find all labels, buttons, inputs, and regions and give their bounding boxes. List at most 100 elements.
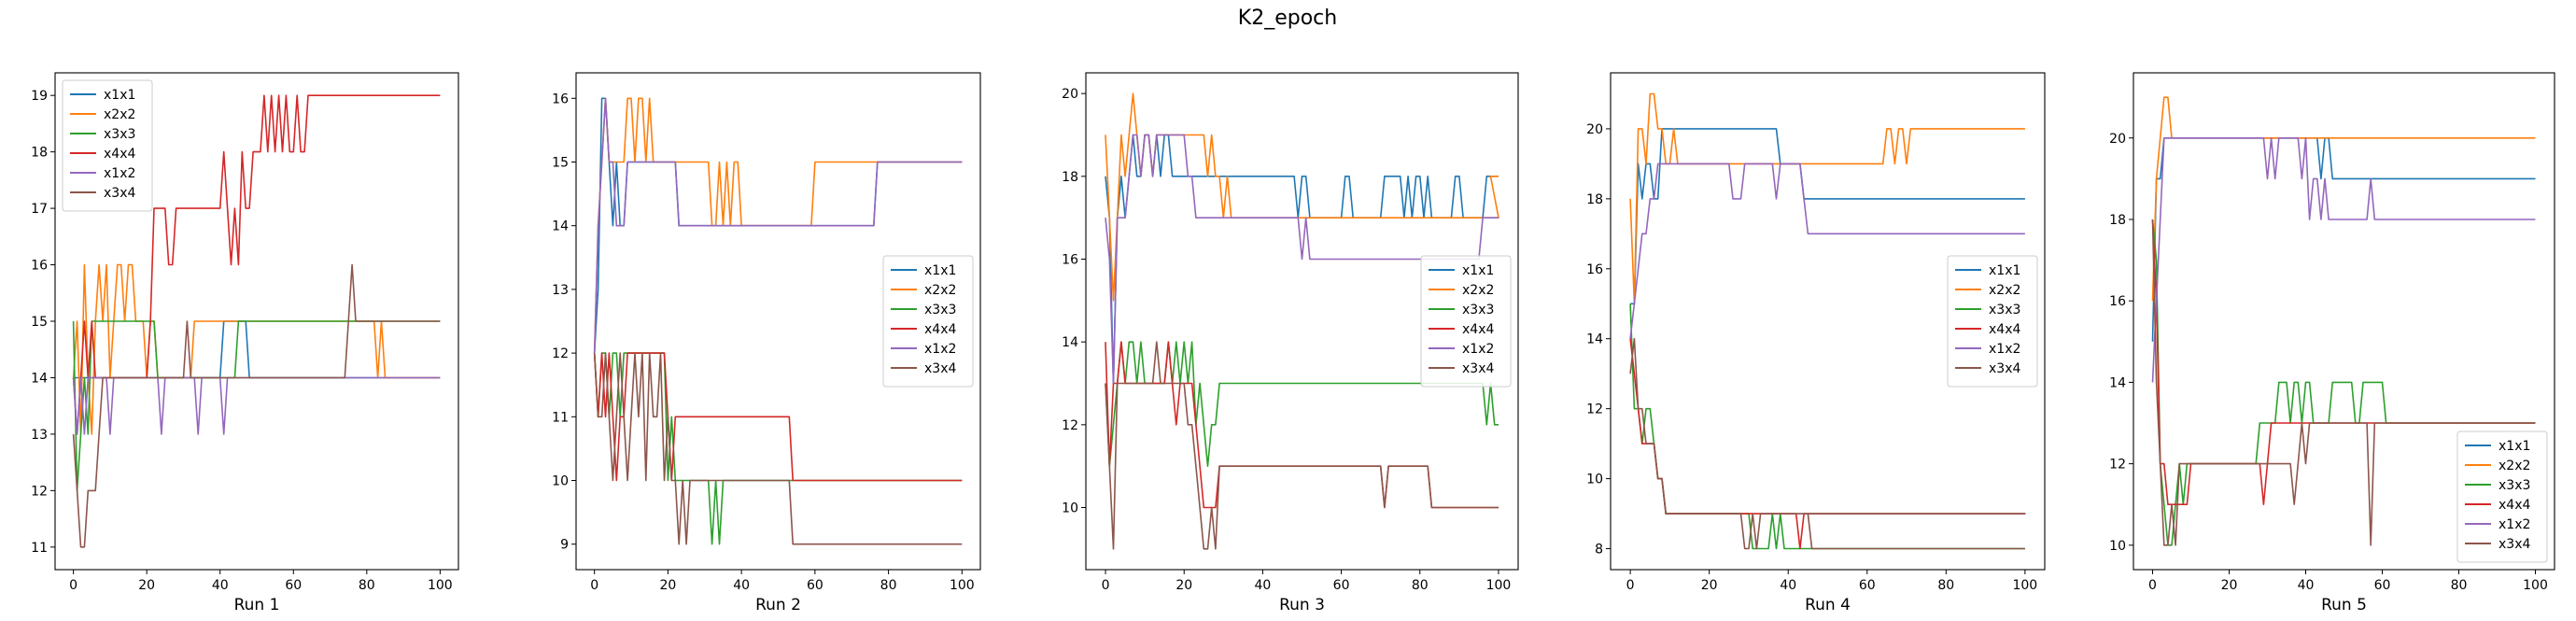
x-axis-label: Run 2 — [755, 596, 801, 614]
series-line-x3x3 — [2151, 219, 2536, 546]
series-line-x3x4 — [1629, 337, 2026, 550]
y-tick-label: 16 — [2109, 294, 2126, 309]
y-tick-label: 12 — [552, 346, 569, 361]
chart-panel-4: 0 20 40 60 80 100 8 10 12 14 16 18 20 Run 4 x1x1 x2x2 x3… — [1586, 72, 2046, 614]
legend-label-x4x4: x4x4 — [104, 147, 135, 162]
series-line-x1x2 — [593, 97, 963, 354]
chart-panel-3: 0 20 40 60 80 100 10 12 14 16 18 20 Run 3 x1x1 x2x2 x3x… — [1062, 72, 1519, 614]
legend-label-x3x4: x3x4 — [104, 186, 135, 201]
legend-label-x1x2: x1x2 — [1462, 342, 1494, 357]
x-tick-label: 40 — [2298, 578, 2315, 593]
y-tick-label: 19 — [31, 89, 48, 104]
legend-label-x3x4: x3x4 — [1462, 361, 1494, 376]
y-tick-label: 18 — [1062, 170, 1078, 185]
x-tick-label: 20 — [659, 578, 676, 593]
legend-label-x1x1: x1x1 — [2499, 439, 2530, 454]
y-tick-label: 9 — [560, 538, 569, 553]
x-tick-label: 80 — [1937, 578, 1954, 593]
legend-label-x3x3: x3x3 — [1462, 303, 1494, 318]
y-tick-label: 15 — [31, 315, 48, 330]
y-tick-label: 18 — [1586, 192, 1603, 207]
x-tick-label: 40 — [733, 578, 750, 593]
y-tick-label: 12 — [2109, 458, 2126, 473]
series-line-x1x2 — [2151, 137, 2536, 383]
x-tick-label: 40 — [1254, 578, 1271, 593]
series-line-x3x4 — [593, 352, 963, 545]
y-tick-label: 10 — [2109, 539, 2126, 554]
y-tick-label: 10 — [1062, 501, 1078, 516]
legend-label-x2x2: x2x2 — [2499, 459, 2530, 473]
y-tick-label: 11 — [552, 410, 569, 425]
chart-panel-2: 0 20 40 60 80 100 9 10 11 12 13 14 15 16 Run 2 x1x1 x2x2… — [552, 72, 981, 614]
legend-label-x3x4: x3x4 — [1989, 361, 2020, 376]
y-tick-label: 18 — [31, 146, 48, 161]
series-line-x1x2 — [1629, 162, 2025, 339]
y-tick-label: 12 — [1062, 418, 1078, 433]
x-tick-label: 40 — [212, 578, 229, 593]
y-tick-label: 20 — [1586, 122, 1603, 137]
legend-label-x3x3: x3x3 — [104, 127, 135, 142]
legend-label-x2x2: x2x2 — [1462, 283, 1494, 298]
series-line-x1x2 — [1105, 134, 1499, 385]
x-tick-label: 80 — [1412, 578, 1429, 593]
y-tick-label: 16 — [552, 92, 569, 106]
series-line-x3x4 — [1105, 341, 1499, 550]
series-line-x2x2 — [72, 263, 441, 435]
x-axis-label: Run 3 — [1279, 596, 1325, 614]
y-tick-label: 16 — [1586, 262, 1603, 277]
x-axis-label: Run 5 — [2321, 596, 2367, 614]
x-axis-label: Run 1 — [234, 596, 280, 614]
y-tick-label: 15 — [552, 155, 569, 170]
legend-label-x1x2: x1x2 — [1989, 342, 2020, 357]
legend: x1x1 x2x2 x3x3 x4x4 x1x2 x3x4 — [1420, 255, 1512, 388]
y-tick-label: 10 — [1586, 473, 1603, 487]
figure-title: K2_epoch — [1238, 7, 1337, 30]
y-tick-label: 8 — [1595, 543, 1603, 557]
series-line-x2x2 — [2151, 96, 2536, 302]
legend-label-x3x3: x3x3 — [1989, 303, 2020, 318]
y-tick-label: 14 — [2109, 375, 2126, 390]
x-tick-label: 100 — [950, 578, 975, 593]
x-tick-label: 80 — [880, 578, 897, 593]
x-tick-label: 100 — [1486, 578, 1512, 593]
chart-panel-5: 0 20 40 60 80 100 10 12 14 16 18 20 Run 5 x1x1 x2x2 x3x… — [2109, 72, 2555, 614]
y-tick-label: 14 — [31, 371, 48, 386]
y-tick-label: 14 — [1586, 332, 1603, 347]
series-line-x1x2 — [72, 376, 441, 435]
series-line-x4x4 — [593, 352, 963, 482]
axes-frame — [2133, 72, 2555, 571]
x-tick-label: 0 — [1102, 578, 1110, 593]
x-tick-label: 100 — [2012, 578, 2037, 593]
x-tick-label: 20 — [1701, 578, 1718, 593]
y-tick-label: 16 — [1062, 253, 1078, 268]
x-tick-label: 0 — [69, 578, 77, 593]
y-tick-label: 18 — [2109, 213, 2126, 228]
x-tick-label: 100 — [2523, 578, 2548, 593]
y-tick-label: 17 — [31, 202, 48, 217]
x-tick-label: 20 — [138, 578, 155, 593]
x-tick-label: 80 — [2451, 578, 2468, 593]
legend-label-x3x4: x3x4 — [924, 361, 956, 376]
x-tick-label: 60 — [807, 578, 823, 593]
x-tick-label: 60 — [1859, 578, 1876, 593]
axes-frame — [575, 72, 981, 571]
legend-label-x2x2: x2x2 — [924, 283, 956, 298]
legend-label-x3x3: x3x3 — [924, 303, 956, 318]
legend-label-x2x2: x2x2 — [104, 107, 135, 122]
y-tick-label: 13 — [31, 428, 48, 443]
y-tick-label: 20 — [1062, 87, 1078, 102]
axes-frame — [1610, 72, 2046, 571]
y-tick-label: 14 — [552, 219, 569, 234]
x-tick-label: 60 — [1333, 578, 1350, 593]
x-tick-label: 0 — [2148, 578, 2157, 593]
y-tick-label: 12 — [1586, 402, 1603, 417]
series-line-x3x4 — [2151, 219, 2536, 546]
legend-label-x1x2: x1x2 — [924, 342, 956, 357]
legend-label-x1x1: x1x1 — [1462, 263, 1494, 278]
x-tick-label: 20 — [1175, 578, 1192, 593]
legend-label-x4x4: x4x4 — [924, 322, 956, 337]
legend-label-x3x4: x3x4 — [2499, 537, 2530, 552]
